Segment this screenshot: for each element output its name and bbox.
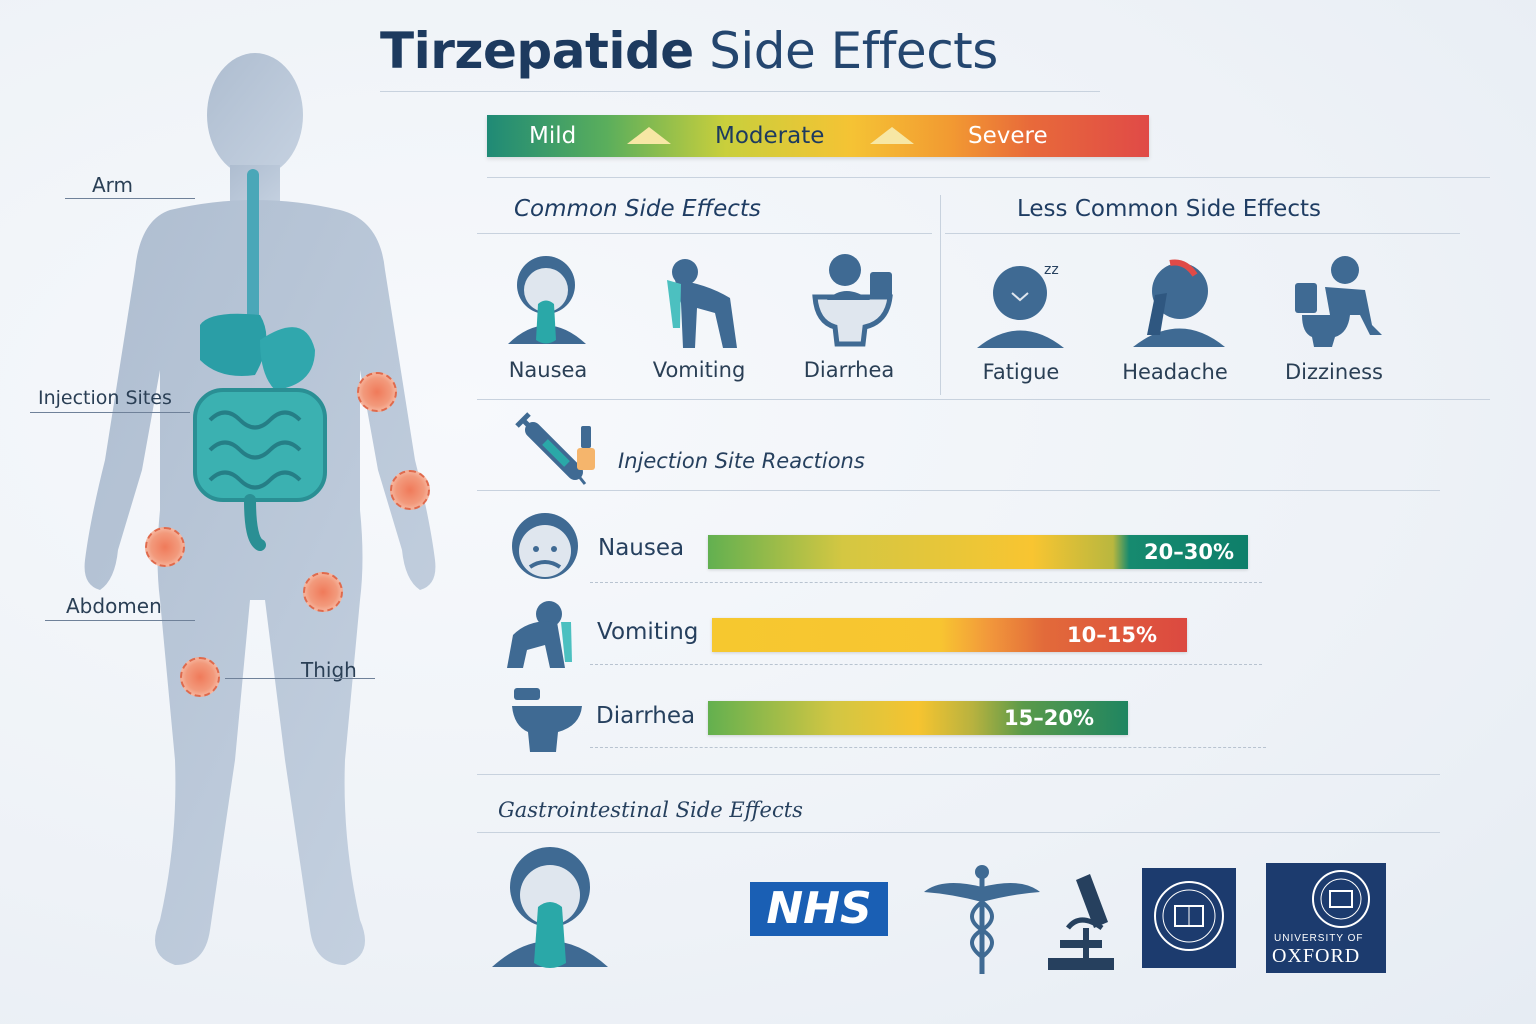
bar-nausea: 20–30% — [708, 535, 1248, 569]
vomiting-row-icon — [507, 601, 572, 668]
bar-vomiting: 10–15% — [712, 618, 1187, 652]
injection-site-abdomen — [145, 527, 185, 567]
column-divider — [940, 195, 941, 395]
title-bold: Tirzepatide — [380, 22, 694, 80]
label-arm: Arm — [92, 173, 134, 197]
stomach — [260, 327, 315, 390]
bar-value-label: 10–15% — [1067, 623, 1157, 647]
human-silhouette — [84, 53, 436, 965]
title-divider — [380, 91, 1100, 92]
row-divider — [590, 582, 1262, 583]
leader-line — [225, 678, 375, 679]
dizziness-icon — [1295, 256, 1382, 347]
oxford-bottom-text: OXFORD — [1272, 945, 1361, 967]
gi-heading: Gastrointestinal Side Effects — [498, 798, 803, 822]
bar-label: Vomiting — [597, 619, 699, 645]
nausea-icon — [508, 256, 586, 344]
headache-icon — [1133, 259, 1225, 347]
section-divider — [477, 490, 1440, 491]
section-divider — [477, 774, 1440, 775]
row-divider — [590, 747, 1266, 748]
common-heading: Common Side Effects — [514, 196, 761, 222]
oxford-crest-logo — [1142, 868, 1236, 968]
triangle-icon — [870, 127, 914, 144]
liver — [200, 313, 267, 376]
injection-site-arm — [357, 372, 397, 412]
label-abdomen: Abdomen — [66, 594, 162, 618]
toilet-row-icon — [512, 688, 582, 752]
bar-diarrhea: 15–20% — [708, 701, 1128, 735]
title-rest: Side Effects — [709, 22, 998, 80]
common-item-label: Diarrhea — [803, 358, 895, 382]
vomiting-icon — [667, 259, 737, 348]
nausea-large-icon — [492, 847, 608, 968]
nhs-logo: NHS — [750, 882, 888, 936]
less-common-item-label: Fatigue — [982, 360, 1060, 384]
severity-mild: Mild — [529, 123, 577, 149]
page-title: Tirzepatide Side Effects — [380, 22, 1100, 80]
bar-value-label: 20–30% — [1144, 540, 1234, 564]
less-common-heading: Less Common Side Effects — [1017, 196, 1321, 222]
severity-scale: Mild Moderate Severe — [487, 115, 1149, 157]
less-common-divider — [945, 233, 1460, 234]
bar-label: Nausea — [598, 535, 685, 561]
caduceus-icon — [924, 865, 1040, 974]
fatigue-icon: zz — [977, 262, 1064, 348]
bar-label: Diarrhea — [596, 703, 696, 729]
leader-line — [45, 620, 195, 621]
injection-site-reactions-label: Injection Site Reactions — [618, 449, 865, 473]
common-divider — [477, 233, 932, 234]
row-divider — [590, 664, 1262, 665]
injection-site-thigh — [303, 572, 343, 612]
svg-text:zz: zz — [1044, 262, 1059, 278]
section-divider — [477, 832, 1440, 833]
oxford-top-text: UNIVERSITY OF — [1274, 933, 1364, 944]
leader-line — [65, 198, 195, 199]
injection-site-thigh-lower — [180, 657, 220, 697]
common-item-label: Vomiting — [652, 358, 746, 382]
body-figure — [84, 53, 436, 965]
diarrhea-icon — [812, 254, 893, 347]
triangle-icon — [627, 127, 671, 144]
less-common-item-label: Headache — [1122, 360, 1228, 384]
syringe-icon — [515, 412, 595, 485]
oxford-logo: UNIVERSITY OF OXFORD — [1266, 863, 1386, 973]
common-item-label: Nausea — [508, 358, 588, 382]
section-divider — [487, 177, 1490, 178]
bar-value-label: 15–20% — [1004, 706, 1094, 730]
severity-severe: Severe — [968, 123, 1048, 149]
section-divider — [477, 399, 1490, 400]
less-common-item-label: Dizziness — [1285, 360, 1383, 384]
severity-moderate: Moderate — [715, 123, 825, 149]
microscope-icon — [1048, 874, 1114, 970]
leader-line — [30, 412, 190, 413]
injection-site-forearm — [390, 470, 430, 510]
label-injection-sites: Injection Sites — [38, 387, 172, 409]
nausea-face-icon — [512, 513, 578, 579]
